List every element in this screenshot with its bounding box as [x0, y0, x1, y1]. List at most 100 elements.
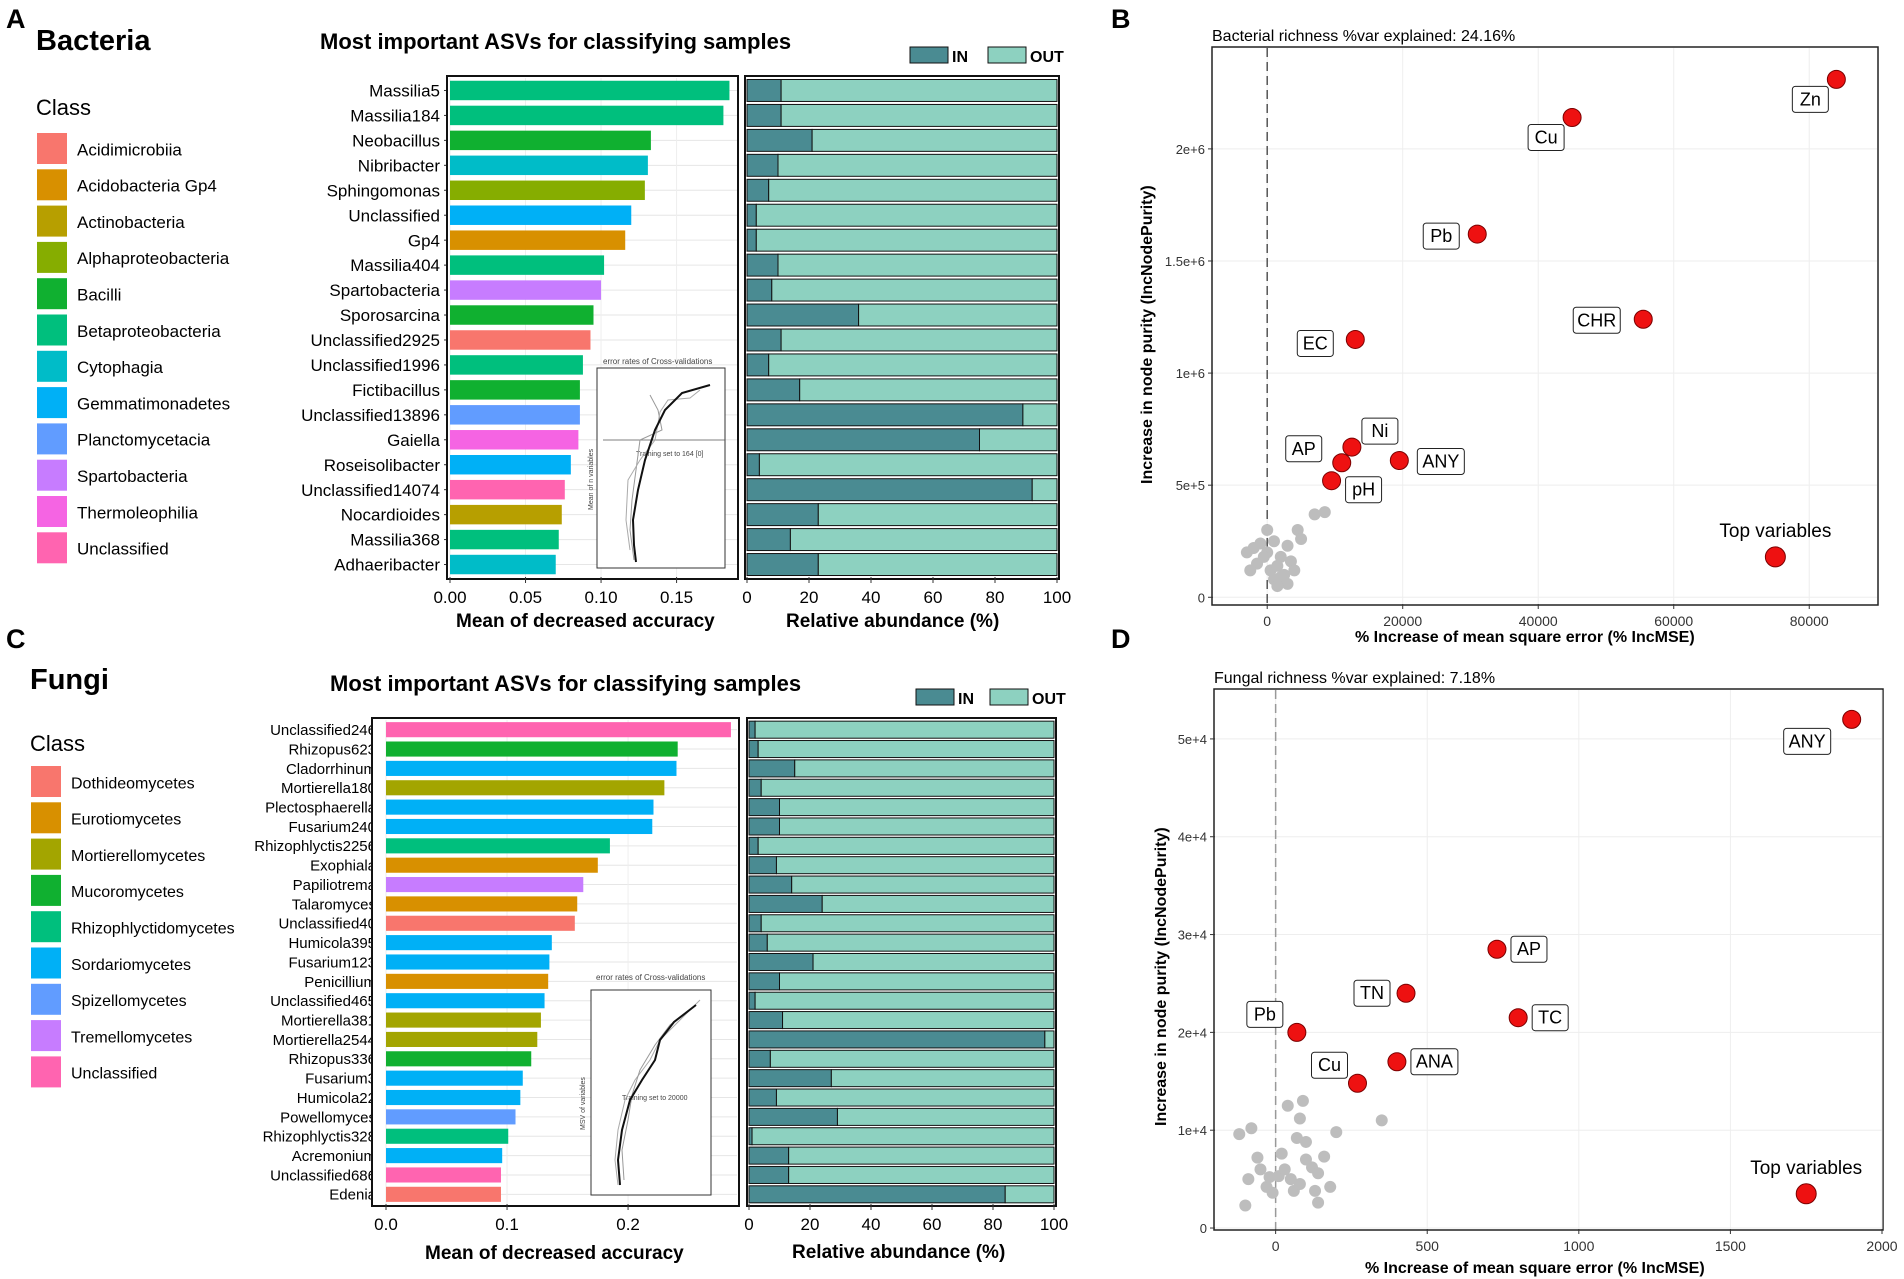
other-variable-point: [1330, 1126, 1343, 1139]
accuracy-bar: [386, 1051, 532, 1067]
abundance-in-segment: [746, 353, 770, 377]
abundance-out-segment: [782, 1011, 1055, 1030]
accuracy-bar: [450, 554, 556, 575]
variable-label: TC: [1538, 1008, 1562, 1028]
bar-x-axis-a: 0.00 0.05 0.10 0.15: [433, 577, 693, 607]
scatter-y-tick-label: 1e+6: [1176, 366, 1205, 381]
abundance-out-segment: [779, 972, 1055, 991]
panel-c: C Fungi Most important ASVs for classify…: [6, 624, 1068, 1264]
abundance-out-segment: [836, 1107, 1055, 1126]
category-label: Unclassified465: [270, 993, 376, 1010]
inset-annotation-a: Training set to 164 [0]: [636, 451, 704, 458]
category-label: Rhizopus623: [288, 741, 376, 758]
abundance-in-segment: [746, 553, 819, 577]
legend-label: Betaproteobacteria: [77, 322, 221, 341]
variable-label-box: [1353, 979, 1391, 1007]
category-label: Penicillium: [304, 974, 376, 991]
accuracy-bar: [386, 1031, 538, 1047]
abundance-out-segment: [751, 1127, 1055, 1146]
abundance-x-tick-label: 60: [924, 588, 943, 607]
category-label: Roseisolibacter: [324, 456, 441, 475]
scatter-y-tick-label: 0: [1198, 590, 1205, 605]
accuracy-bar: [386, 857, 598, 873]
panel-a: A Bacteria Most important ASVs for class…: [6, 4, 1071, 632]
top-variables-legend-point: [1795, 1183, 1817, 1205]
inset-plot-a: error rates of Cross-validations Trainin…: [588, 357, 726, 569]
legend-title-a: Class: [36, 95, 91, 120]
legend-label: Mucoromycetes: [71, 884, 184, 901]
accuracy-bar: [450, 280, 602, 300]
variable-label: Cu: [1318, 1055, 1341, 1075]
abundance-in-segment: [748, 952, 814, 972]
abundance-out-segment: [755, 203, 1058, 227]
variable-label: AP: [1292, 439, 1316, 459]
other-variable-point: [1254, 537, 1267, 550]
category-label: Fusarium3: [305, 1071, 376, 1088]
accuracy-bar: [386, 1186, 501, 1202]
other-variable-point: [1308, 508, 1321, 521]
abundance-out-segment: [817, 503, 1058, 527]
other-variable-point: [1242, 1173, 1255, 1186]
category-label: Massilia404: [350, 256, 440, 275]
x-tick-label: 0.10: [585, 588, 618, 607]
legend-swatch: [31, 838, 61, 870]
bar-x-axis-c: 0.0 0.1 0.2: [374, 1204, 640, 1234]
abundance-in-segment: [748, 740, 759, 759]
category-label: Neobacillus: [352, 131, 440, 150]
abundance-out-segment: [1031, 478, 1058, 502]
abundance-out-segment: [780, 78, 1058, 102]
accuracy-bar: [386, 799, 654, 815]
variable-label: Pb: [1254, 1004, 1276, 1024]
category-label: Massilia5: [369, 82, 440, 101]
legend-swatch: [31, 947, 61, 979]
abundance-out-segment: [780, 103, 1058, 127]
abundance-out-segment: [775, 1088, 1055, 1107]
abundance-in-segment: [748, 817, 780, 836]
accuracy-bar: [386, 1070, 523, 1086]
variable-label: Pb: [1430, 226, 1452, 246]
variable-label: Cu: [1535, 128, 1558, 148]
class-legend-a: Acidimicrobiia Acidobacteria Gp4 Actinobac…: [37, 133, 230, 564]
category-label: Massilia184: [350, 107, 440, 126]
abundance-out-segment: [757, 836, 1055, 855]
legend-swatch-in-c: [915, 688, 955, 706]
accuracy-bar: [450, 305, 594, 325]
other-variable-point: [1263, 1171, 1276, 1184]
category-labels-a: Massilia5 Massilia184 Neobacillus Nibribact…: [301, 82, 450, 575]
other-variable-point: [1271, 559, 1284, 572]
variable-label: ANY: [1422, 452, 1459, 472]
legend-swatch: [37, 532, 67, 564]
other-variable-point: [1261, 524, 1274, 537]
abundance-in-segment: [748, 1165, 790, 1184]
abundance-out-segment: [775, 856, 1055, 875]
legend-swatch: [37, 169, 67, 201]
legend-label: Acidobacteria Gp4: [77, 177, 217, 196]
top-variable-point: [1842, 709, 1862, 729]
category-label: Rhizophlyctis328: [263, 1129, 376, 1146]
panel-label-a: A: [6, 4, 26, 34]
variable-label-box: [1572, 306, 1621, 334]
top-variable-point: [1322, 471, 1342, 491]
abundance-in-segment: [746, 503, 819, 527]
accuracy-bar: [450, 205, 632, 225]
abundance-out-segment: [799, 378, 1058, 402]
panel-d: D Fungal richness %var explained: 7.18% …: [1111, 624, 1898, 1277]
variable-label-box: [1531, 1004, 1569, 1032]
abundance-in-segment: [746, 378, 801, 402]
category-label: Talaromyces: [292, 896, 376, 913]
abundance-in-segment: [748, 1107, 838, 1126]
legend-label: Bacilli: [77, 286, 121, 305]
category-label: Plectosphaerella: [265, 800, 377, 817]
bars-a: [450, 80, 730, 575]
other-variable-point: [1312, 1167, 1325, 1180]
legend-swatch: [37, 133, 67, 164]
other-variable-point: [1245, 1122, 1258, 1135]
abundance-out-segment: [754, 991, 1055, 1010]
abundance-in-segment: [746, 178, 770, 202]
other-variable-point: [1375, 1114, 1388, 1127]
scatter-x-tick-label: 500: [1416, 1238, 1440, 1254]
accuracy-bar: [450, 355, 583, 375]
category-label: Acremonium: [292, 1148, 376, 1165]
top-variables-legend-label: Top variables: [1719, 521, 1831, 542]
inset-frame-a: [596, 367, 726, 569]
